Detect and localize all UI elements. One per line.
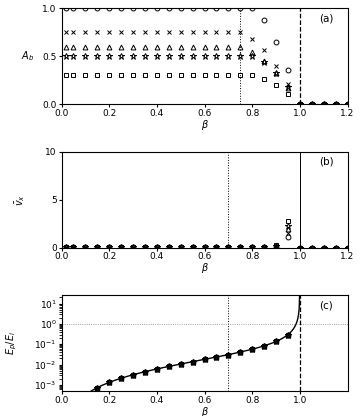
Y-axis label: $\bar{v}_x$: $\bar{v}_x$ [13,194,27,206]
X-axis label: $\beta$: $\beta$ [201,405,209,416]
Text: (b): (b) [319,156,333,167]
X-axis label: $\beta$: $\beta$ [201,261,209,275]
Y-axis label: $E_p/E_i$: $E_p/E_i$ [4,331,19,355]
X-axis label: $\beta$: $\beta$ [201,118,209,132]
Text: (a): (a) [319,13,333,23]
Y-axis label: $A_b$: $A_b$ [21,49,34,63]
Text: (c): (c) [319,300,333,310]
